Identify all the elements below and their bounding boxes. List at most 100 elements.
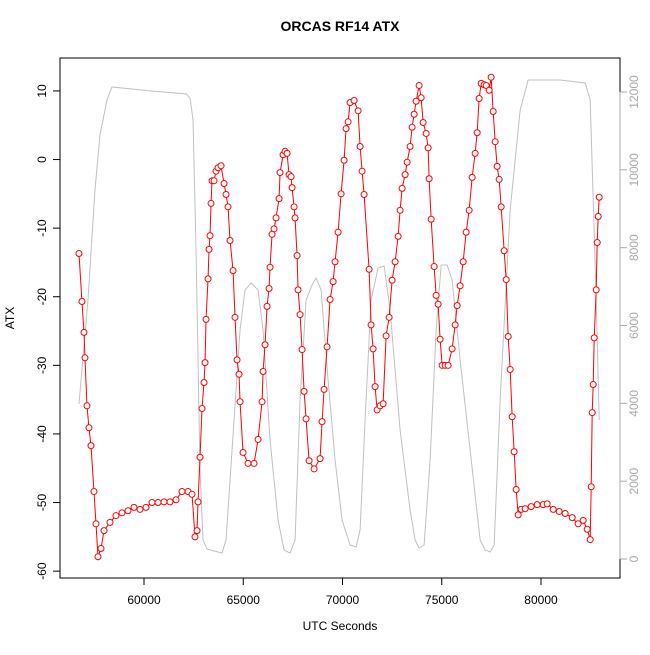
data-point bbox=[508, 413, 516, 421]
x-tick-label: 80000 bbox=[524, 593, 558, 607]
data-point bbox=[270, 225, 278, 233]
data-point bbox=[521, 505, 529, 513]
data-point bbox=[391, 258, 399, 266]
y2-tick-label: 6000 bbox=[627, 312, 641, 339]
data-point bbox=[465, 206, 473, 214]
data-point bbox=[360, 191, 368, 199]
data-point bbox=[148, 499, 156, 507]
y2-tick-label: 2000 bbox=[627, 468, 641, 495]
data-point bbox=[275, 195, 283, 203]
y-tick-label: -50 bbox=[35, 494, 49, 512]
data-point bbox=[263, 302, 271, 310]
data-point bbox=[367, 321, 375, 329]
y-tick-label: -40 bbox=[35, 425, 49, 443]
data-point bbox=[504, 333, 512, 341]
data-point bbox=[587, 483, 595, 491]
data-point bbox=[512, 486, 520, 494]
y-axis-label: ATX bbox=[3, 307, 17, 329]
data-point bbox=[231, 313, 239, 321]
data-point bbox=[350, 97, 358, 105]
data-point bbox=[239, 448, 247, 456]
data-point bbox=[410, 110, 418, 118]
data-point bbox=[323, 343, 331, 351]
data-point bbox=[430, 263, 438, 271]
data-point bbox=[191, 533, 199, 541]
data-point bbox=[112, 512, 120, 520]
data-point bbox=[487, 73, 495, 81]
data-point bbox=[75, 250, 83, 258]
chart-title: ORCAS RF14 ATX bbox=[280, 18, 400, 34]
data-point bbox=[305, 457, 313, 465]
data-point bbox=[291, 214, 299, 222]
data-point bbox=[288, 184, 296, 192]
data-point bbox=[388, 276, 396, 284]
data-point bbox=[510, 448, 518, 456]
data-point bbox=[236, 398, 244, 406]
data-point bbox=[543, 500, 551, 508]
data-point bbox=[365, 265, 373, 273]
data-point bbox=[320, 385, 328, 393]
data-point bbox=[172, 496, 180, 504]
y2-tick-label: 10000 bbox=[627, 153, 641, 187]
data-point bbox=[453, 302, 461, 310]
data-point bbox=[160, 498, 168, 506]
data-point bbox=[527, 503, 535, 511]
data-point bbox=[334, 228, 342, 236]
data-point bbox=[94, 553, 102, 561]
data-point bbox=[200, 378, 208, 386]
data-point bbox=[302, 415, 310, 423]
data-point bbox=[459, 258, 467, 266]
data-point bbox=[210, 177, 218, 185]
data-point bbox=[178, 488, 186, 496]
data-point bbox=[83, 402, 91, 410]
data-point bbox=[287, 173, 295, 181]
data-point bbox=[533, 501, 541, 509]
data-point bbox=[475, 94, 483, 102]
data-point bbox=[217, 162, 225, 170]
data-point bbox=[489, 108, 497, 116]
y2-tick-label: 0 bbox=[627, 555, 641, 562]
data-point bbox=[369, 345, 377, 353]
data-point bbox=[561, 510, 569, 518]
data-point bbox=[272, 214, 280, 222]
data-point bbox=[406, 142, 414, 150]
data-point bbox=[194, 498, 202, 506]
data-point bbox=[340, 156, 348, 164]
data-point bbox=[549, 505, 557, 513]
data-point bbox=[401, 171, 409, 179]
data-point bbox=[495, 175, 503, 183]
data-point bbox=[588, 409, 596, 417]
data-point bbox=[396, 206, 404, 214]
data-point bbox=[425, 175, 433, 183]
data-point bbox=[424, 144, 432, 152]
data-point bbox=[403, 158, 411, 166]
data-point bbox=[92, 520, 100, 528]
data-point bbox=[81, 354, 89, 362]
data-point bbox=[318, 418, 326, 426]
data-point bbox=[198, 405, 206, 413]
x-tick-label: 60000 bbox=[127, 593, 161, 607]
data-point bbox=[379, 400, 387, 408]
data-point bbox=[371, 383, 379, 391]
data-point bbox=[568, 514, 576, 522]
data-point bbox=[491, 138, 499, 146]
data-point bbox=[254, 435, 262, 443]
data-point bbox=[100, 527, 108, 535]
data-point bbox=[224, 203, 232, 211]
data-point bbox=[205, 245, 213, 253]
data-point bbox=[451, 321, 459, 329]
data-point bbox=[222, 191, 230, 199]
y-tick-label: -20 bbox=[35, 288, 49, 306]
data-point bbox=[130, 503, 138, 511]
data-point bbox=[87, 442, 95, 450]
data-point bbox=[142, 503, 150, 511]
data-point bbox=[329, 278, 337, 286]
data-point bbox=[356, 142, 364, 150]
data-point bbox=[316, 455, 324, 463]
data-point bbox=[462, 228, 470, 236]
data-point bbox=[136, 505, 144, 513]
data-point bbox=[422, 129, 430, 137]
data-point bbox=[154, 499, 162, 507]
data-point bbox=[385, 313, 393, 321]
